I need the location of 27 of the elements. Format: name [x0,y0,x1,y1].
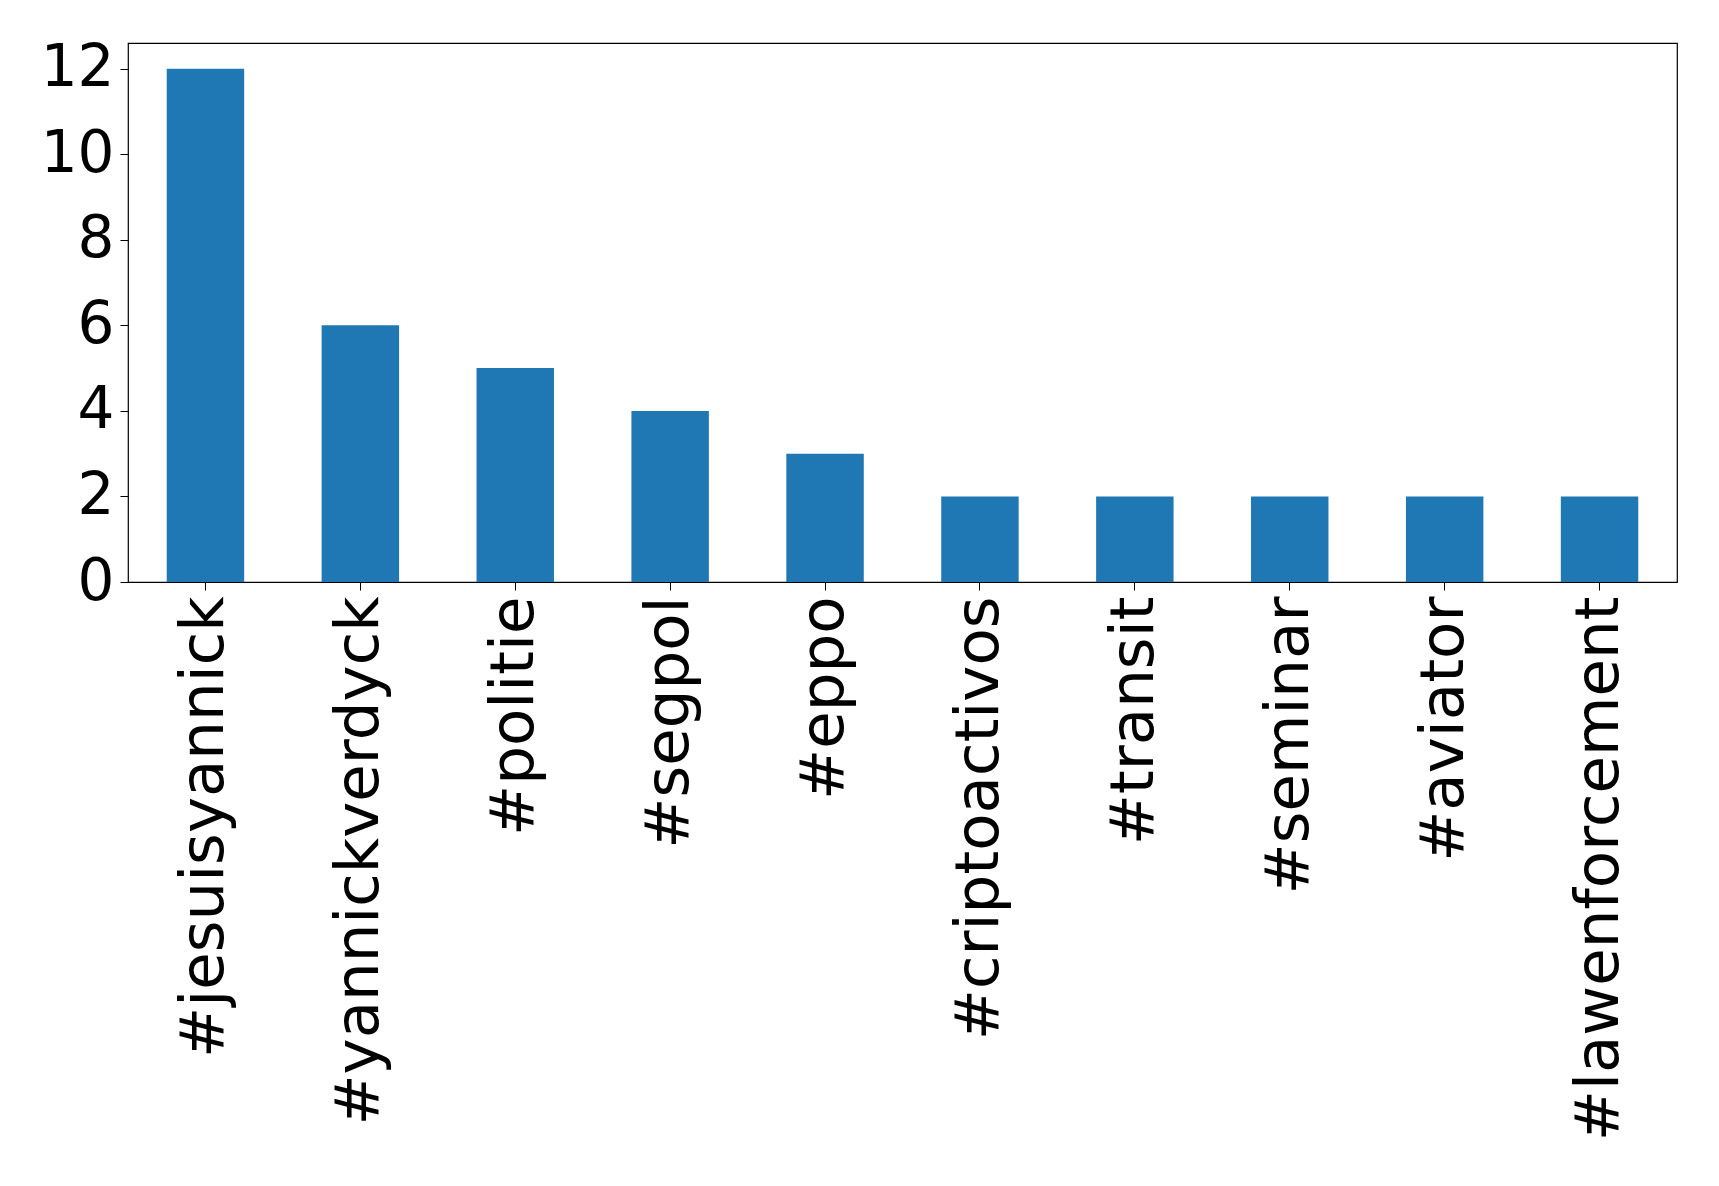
y-tick-label: 10 [40,117,115,186]
x-tick-label: #segpol [631,596,703,849]
bar [631,410,709,582]
bar [1251,496,1329,582]
x-tick-label: #politie [476,596,548,836]
bar [786,453,864,582]
y-tick-label: 0 [77,545,115,614]
x-tick-label: #seminar [1250,595,1322,895]
bar [321,325,400,582]
x-tick-label: #criptoactivos [940,596,1012,1041]
x-tick-label: #jesuisyannick [166,595,238,1058]
y-tick-label: 4 [77,374,115,443]
x-tick-label: #eppo [786,596,858,800]
bar [1560,496,1639,582]
x-tick-label: #transit [1095,596,1167,846]
y-tick-label: 12 [40,32,115,101]
x-tick-label: #yannickverdyck [321,595,393,1126]
y-tick-label: 8 [77,203,115,272]
bar [166,68,245,582]
bar [941,496,1019,582]
bar [1096,496,1174,582]
bar [1405,496,1484,582]
bar [476,368,554,582]
x-tick-label: #lawenforcement [1560,596,1632,1142]
x-tick-label: #aviator [1405,595,1477,862]
y-tick-label: 6 [77,288,115,357]
y-tick-label: 2 [77,459,115,528]
